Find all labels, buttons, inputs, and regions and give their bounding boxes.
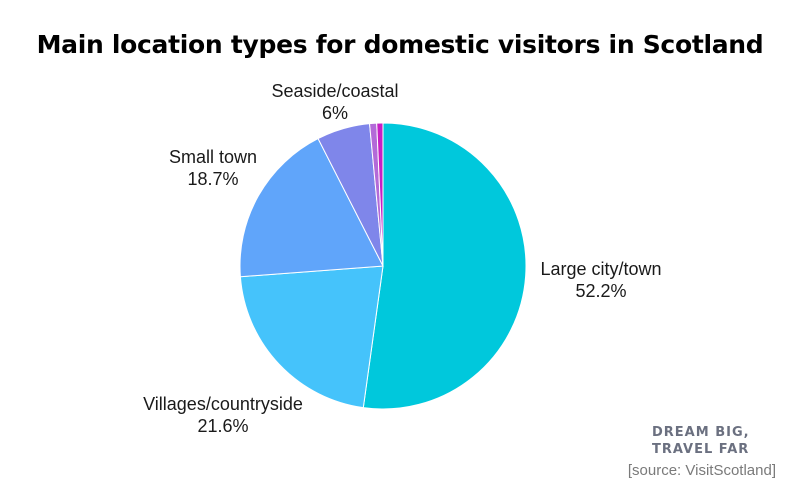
slice-label-small-town-name: Small town	[168, 147, 258, 167]
slice-label-large-city-name: Large city/town	[540, 259, 662, 279]
brand-logo-line2: TRAVEL FAR	[652, 442, 750, 457]
slice-label-villages-value: 21.6%	[197, 416, 249, 436]
source-note: [source: VisitScotland]	[627, 462, 776, 479]
pie-slice-small-town	[239, 137, 384, 278]
slice-label-large-city: Large city/town 52.2%	[526, 258, 676, 302]
slice-label-villages-name: Villages/countryside	[143, 394, 303, 414]
slice-label-seaside-value: 6%	[321, 103, 348, 123]
slice-label-villages: Villages/countryside 21.6%	[118, 393, 328, 437]
pie-slice-large-city	[362, 122, 527, 410]
slice-label-small-town-value: 18.7%	[187, 169, 239, 189]
slice-label-large-city-value: 52.2%	[575, 281, 627, 301]
slice-label-small-town: Small town 18.7%	[148, 146, 278, 190]
chart-title: Main location types for domestic visitor…	[36, 30, 764, 59]
slice-label-seaside-name: Seaside/coastal	[271, 81, 399, 101]
pie-slice-minor-b	[376, 122, 384, 267]
brand-logo-line1: DREAM BIG,	[652, 425, 750, 440]
brand-logo: DREAM BIG, TRAVEL FAR	[652, 424, 750, 458]
slice-label-seaside: Seaside/coastal 6%	[250, 80, 420, 124]
pie-slice-villages	[239, 265, 384, 409]
